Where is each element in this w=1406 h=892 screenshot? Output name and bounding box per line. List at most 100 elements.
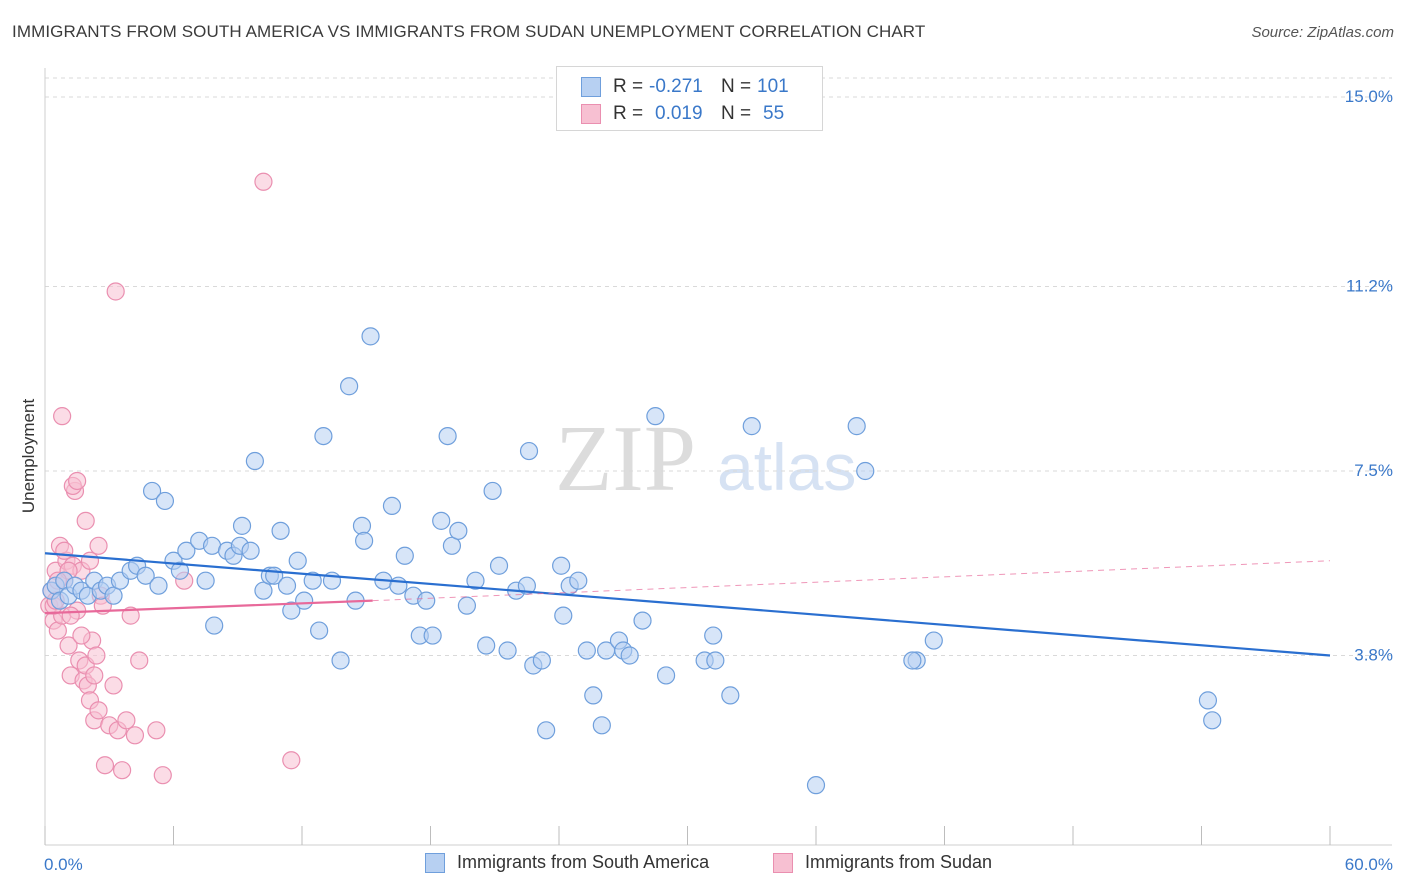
south-america-point — [295, 591, 314, 610]
south-america-point — [704, 626, 723, 645]
legend-label-south-america: Immigrants from South America — [457, 852, 710, 872]
south-america-point — [457, 596, 477, 615]
south-america-point — [442, 536, 462, 555]
sudan-point — [254, 172, 273, 191]
south-america-point — [554, 606, 573, 625]
sudan-point — [72, 626, 91, 645]
swatch-sudan — [581, 104, 601, 124]
x-tick-label-min: 0.0% — [44, 855, 83, 874]
south-america-point — [361, 327, 380, 346]
sudan-point — [95, 756, 115, 775]
south-america-point — [519, 441, 539, 461]
south-america-point — [417, 591, 436, 610]
stats-row-sudan: R = 0.019 N = 55 — [581, 102, 784, 126]
n-label: N = — [721, 103, 752, 124]
legend-item-sudan: Immigrants from Sudan — [773, 852, 992, 873]
sudan-point — [106, 282, 125, 301]
south-america-point — [449, 521, 468, 540]
chart-title: IMMIGRANTS FROM SOUTH AMERICA VS IMMIGRA… — [12, 22, 926, 41]
n-label: N = — [721, 76, 752, 97]
sudan-point — [85, 666, 104, 685]
south-america-point — [155, 491, 175, 511]
south-america-point — [196, 571, 215, 590]
stats-legend: R = -0.271 N = 101 R = 0.019 N = 55 — [556, 66, 823, 131]
south-america-point — [1203, 711, 1222, 730]
south-america-point — [577, 641, 596, 660]
south-america-point — [149, 576, 168, 595]
south-america-point — [245, 451, 264, 471]
sudan-point — [130, 651, 149, 670]
south-america-point — [498, 641, 517, 660]
south-america-point — [847, 417, 866, 436]
south-america-point — [903, 651, 922, 670]
trendline-sudan-extension — [372, 560, 1331, 602]
sudan-point — [68, 471, 87, 491]
legend-label-sudan: Immigrants from Sudan — [805, 852, 993, 872]
south-america-point — [1198, 691, 1218, 710]
south-america-point — [806, 776, 826, 795]
sudan-point — [153, 766, 172, 785]
swatch-south-america — [581, 77, 601, 97]
south-america-point — [355, 531, 374, 550]
legend-item-south-america: Immigrants from South America — [425, 852, 709, 873]
y-tick-label: 11.2% — [1346, 276, 1393, 295]
south-america-point — [438, 426, 457, 446]
south-america-point — [288, 551, 307, 570]
sudan-point — [104, 676, 123, 695]
south-america-point — [232, 516, 252, 535]
trendline-south-america — [44, 552, 1331, 657]
south-america-point — [389, 576, 408, 595]
south-america-point — [584, 686, 603, 705]
r-value: 0.019 — [655, 103, 703, 124]
watermark-zip: ZIP — [555, 407, 696, 511]
south-america-point — [277, 576, 297, 595]
sudan-points — [40, 172, 301, 785]
south-america-point — [552, 556, 571, 575]
south-america-point — [633, 611, 652, 630]
south-america-point — [382, 496, 402, 516]
south-america-point — [646, 407, 665, 426]
south-america-point — [706, 651, 725, 670]
watermark-atlas: atlas — [717, 430, 856, 504]
r-label: R = — [613, 76, 644, 97]
south-america-point — [483, 481, 502, 501]
south-america-point — [656, 666, 676, 685]
south-america-point — [856, 461, 875, 481]
south-america-points — [42, 327, 1222, 795]
south-america-point — [423, 626, 442, 645]
sudan-point — [89, 536, 108, 555]
legend-swatch-south-america — [425, 852, 445, 873]
y-tick-label: 3.8% — [1354, 646, 1393, 665]
south-america-point — [170, 561, 190, 580]
south-america-point — [569, 571, 588, 590]
y-axis-title: Unemployment — [19, 399, 38, 514]
x-ticks — [44, 826, 1331, 845]
south-america-point — [466, 571, 485, 590]
south-america-point — [303, 571, 322, 590]
south-america-point — [532, 651, 551, 670]
south-america-point — [314, 426, 333, 446]
south-america-point — [742, 417, 761, 436]
south-america-point — [282, 601, 301, 620]
sudan-point — [55, 541, 74, 560]
south-america-point — [205, 616, 224, 635]
n-value: 101 — [757, 76, 789, 97]
south-america-point — [432, 511, 451, 530]
south-america-point — [331, 651, 350, 670]
sudan-point — [48, 621, 67, 640]
south-america-point — [241, 541, 260, 560]
south-america-point — [271, 521, 290, 540]
y-tick-label: 7.5% — [1354, 461, 1393, 480]
south-america-point — [489, 556, 509, 575]
r-value: -0.271 — [649, 76, 703, 97]
sudan-point — [282, 751, 301, 770]
sudan-point — [125, 726, 145, 745]
south-america-point — [177, 541, 196, 560]
stats-row-south-america: R = -0.271 N = 101 — [581, 75, 789, 99]
sudan-point — [112, 761, 132, 780]
south-america-point — [104, 586, 123, 605]
trendline-sudan — [44, 599, 373, 615]
south-america-point — [352, 516, 372, 535]
south-america-point — [340, 377, 359, 396]
